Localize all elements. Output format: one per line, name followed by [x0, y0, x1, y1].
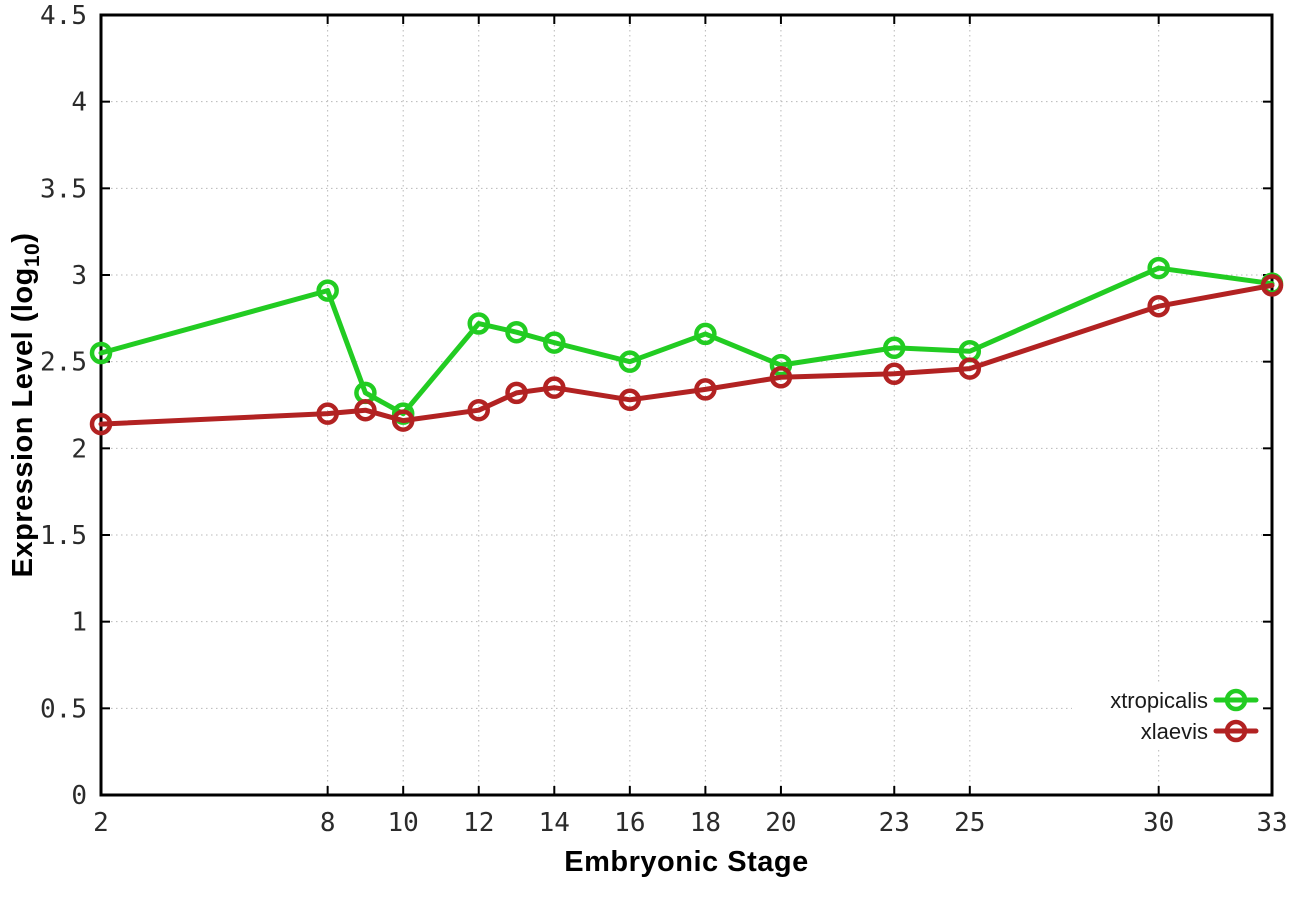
y-tick-label: 0: [71, 781, 87, 811]
data-point-xtropicalis-stage-23: [883, 336, 906, 360]
y-tick-label: 2.5: [40, 348, 87, 378]
x-tick-label: 14: [539, 808, 570, 838]
data-point-xtropicalis-stage-2: [89, 341, 113, 365]
y-axis-title-post: ): [7, 232, 40, 243]
y-tick-label: 3.5: [40, 174, 87, 204]
y-axis-title: Expression Level (log10): [7, 233, 45, 578]
data-point-xtropicalis-stage-20: [769, 353, 793, 377]
data-point-xlaevis-stage-13: [505, 381, 528, 405]
x-axis-title: Embryonic Stage: [564, 846, 809, 878]
x-tick-label: 8: [320, 808, 336, 838]
y-tick-label: 1: [71, 608, 87, 638]
data-point-xtropicalis-stage-18: [694, 322, 717, 346]
data-point-xlaevis-stage-2: [89, 412, 113, 436]
x-tick-label: 12: [463, 808, 494, 838]
x-tick-label: 30: [1143, 808, 1174, 838]
data-point-xlaevis-stage-14: [543, 376, 566, 399]
data-point-xlaevis-stage-20: [769, 366, 793, 389]
x-tick-label: 16: [614, 808, 645, 838]
y-tick-label: 0.5: [40, 694, 87, 724]
y-tick-label: 4.5: [40, 1, 87, 31]
x-tick-label: 25: [954, 808, 985, 838]
data-point-xtropicalis-stage-12: [467, 312, 490, 335]
data-point-xtropicalis-stage-13: [505, 320, 528, 344]
series-line-xlaevis: [98, 282, 1275, 427]
data-point-xtropicalis-stage-14: [543, 331, 566, 354]
legend-label-xlaevis: xlaevis: [1141, 719, 1208, 744]
x-tick-label: 20: [765, 808, 796, 838]
data-point-xtropicalis-stage-30: [1147, 256, 1170, 280]
data-point-xlaevis-stage-30: [1147, 294, 1170, 318]
x-tick-label: 18: [690, 808, 721, 838]
plot-border: [99, 13, 1274, 797]
x-tick-label: 10: [388, 808, 419, 838]
data-point-xlaevis-stage-10: [391, 409, 415, 432]
data-point-xlaevis-stage-18: [694, 378, 717, 401]
x-tick-label: 33: [1256, 808, 1287, 838]
legend-sample-marker-xtropicalis: [1224, 688, 1248, 712]
x-tick-label: 2: [93, 808, 109, 838]
data-point-xtropicalis-stage-8: [316, 279, 339, 302]
y-tick-label: 4: [71, 88, 87, 118]
y-tick-label: 1.5: [40, 521, 87, 551]
data-point-xtropicalis-stage-16: [618, 350, 642, 373]
data-point-xlaevis-stage-33: [1260, 274, 1284, 297]
legend-label-xtropicalis: xtropicalis: [1110, 688, 1208, 713]
data-point-xlaevis-stage-25: [958, 357, 982, 380]
y-axis-title-subscript: 10: [20, 242, 44, 268]
data-point-xlaevis-stage-9: [354, 398, 377, 422]
data-point-xlaevis-stage-23: [883, 362, 906, 386]
legend-sample-marker-xlaevis: [1224, 719, 1248, 743]
y-tick-label: 2: [71, 434, 87, 464]
y-axis-title-pre: Expression Level (log: [7, 267, 40, 578]
y-tick-label: 3: [71, 261, 87, 291]
data-point-xlaevis-stage-16: [618, 388, 642, 412]
x-tick-label: 23: [879, 808, 910, 838]
data-point-xlaevis-stage-12: [467, 398, 490, 422]
data-point-xlaevis-stage-8: [316, 402, 339, 425]
